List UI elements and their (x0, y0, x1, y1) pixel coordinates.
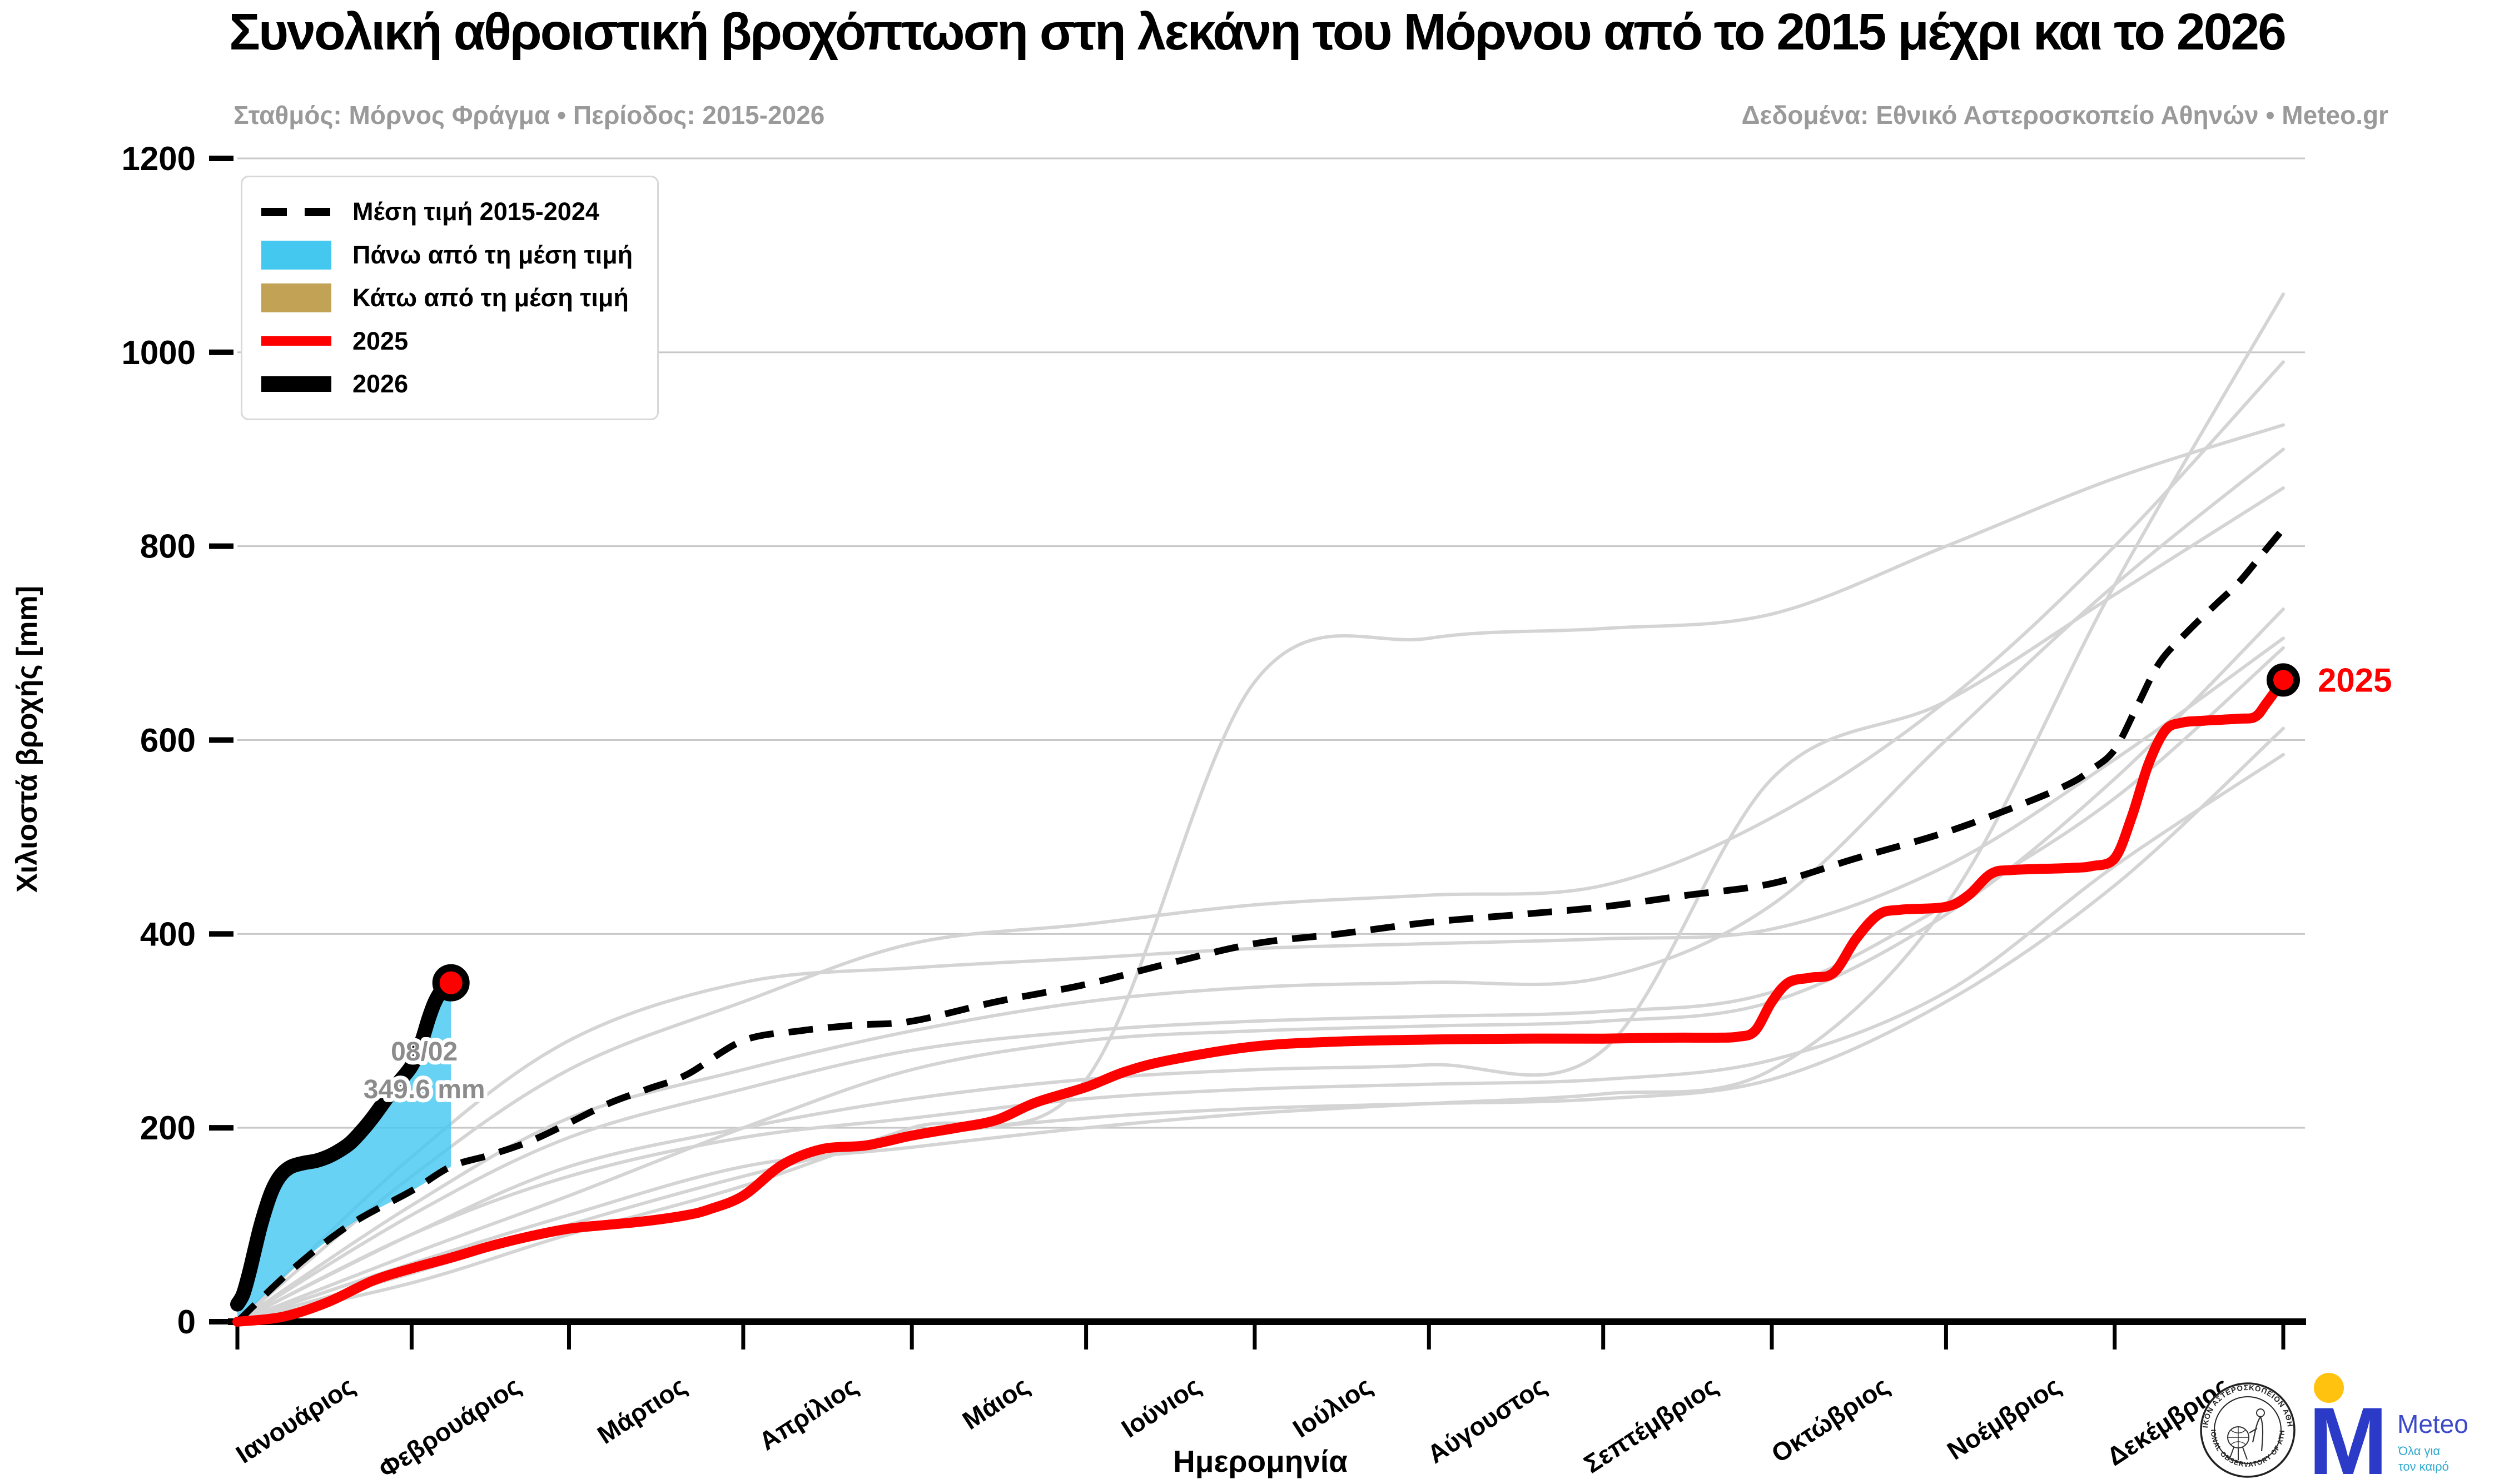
marker-2025-end (2267, 663, 2300, 697)
legend-label: Πάνω από τη μέση τιμή (352, 240, 633, 269)
x-axis-title: Ημερομηνία (1173, 1444, 1348, 1478)
meteo-logo: M Meteo Όλα για τον καιρό (2308, 1373, 2468, 1484)
legend-swatch-fill (261, 283, 331, 312)
past-year-line-4 (236, 447, 2285, 1323)
x-month-label: Ιανουάριος (231, 1371, 360, 1469)
x-tick (2281, 1322, 2286, 1349)
annotation-line-1: 08/02 (391, 1037, 458, 1067)
seal-globe-lines (2228, 1427, 2249, 1448)
y-tick-label: 400 (140, 915, 196, 953)
y-tick-label: 1000 (122, 334, 196, 371)
meteo-m-monogram: M (2308, 1388, 2388, 1484)
legend-swatch-shape (261, 283, 331, 312)
past-year-line-1 (236, 292, 2285, 1323)
y-tick-label: 0 (177, 1303, 196, 1341)
legend-label: Μέση τιμή 2015-2024 (352, 197, 599, 226)
legend-label: 2025 (352, 326, 409, 355)
legend-swatch-line (261, 336, 331, 346)
meteo-wordmark: Meteo (2397, 1410, 2468, 1438)
past-year-line-3 (236, 423, 2285, 1323)
x-tick (1601, 1322, 1606, 1349)
seal-figure-body (2249, 1416, 2264, 1452)
line-2026 (230, 975, 459, 1312)
legend-swatch-shape (261, 207, 331, 216)
x-month-label: Απρίλιος (754, 1371, 863, 1456)
annotation-line-2: 349.6 mm (364, 1075, 485, 1104)
x-tick (235, 1322, 240, 1349)
meteo-tagline-1: Όλα για (2398, 1444, 2440, 1458)
y-tick-label: 600 (140, 722, 196, 759)
x-tick (567, 1322, 571, 1349)
x-tick (910, 1322, 914, 1349)
x-month-label: Αύγουστος (1422, 1371, 1551, 1469)
x-month-label: Μάιος (957, 1371, 1035, 1435)
x-tick (741, 1322, 746, 1349)
x-tick (1253, 1322, 1257, 1349)
subtitle-station-period: Σταθμός: Μόρνος Φράγμα • Περίοδος: 2015-… (233, 101, 825, 130)
x-axis-spine (228, 1318, 2306, 1325)
y-tick (209, 1125, 233, 1131)
end-label-2025: 2025 (2318, 661, 2392, 699)
x-tick (1944, 1322, 1948, 1349)
y-tick (209, 349, 233, 355)
legend-item-5: 2026 (261, 366, 638, 402)
legend-swatch-shape (261, 240, 331, 270)
x-month-label: Οκτώβριος (1766, 1371, 1894, 1468)
legend-label: Κάτω από τη μέση τιμή (352, 283, 629, 312)
legend-label: 2026 (352, 370, 409, 398)
past-year-line-10 (236, 753, 2285, 1323)
y-tick (209, 931, 233, 937)
y-tick (209, 156, 233, 161)
x-month-label: Φεβρουάριος (374, 1371, 526, 1484)
x-month-label: Ιούλιος (1288, 1371, 1377, 1443)
legend-swatch-dashed (261, 207, 331, 216)
x-tick (1084, 1322, 1089, 1349)
legend-item-1: Μέση τιμή 2015-2024 (261, 194, 638, 230)
y-axis-title: Χιλιοστά βροχής [mm] (11, 586, 43, 893)
y-tick (209, 1319, 233, 1324)
legend-swatch-shape (261, 336, 331, 346)
y-tick-label: 800 (140, 528, 196, 565)
marker-2026-end (432, 964, 470, 1002)
past-year-line-5 (236, 486, 2285, 1323)
x-month-label: Ιούνιος (1116, 1371, 1206, 1443)
past-year-line-6 (236, 607, 2285, 1323)
x-month-label: Μάρτιος (592, 1371, 692, 1450)
meteo-sun-icon (2314, 1373, 2344, 1403)
x-tick (2113, 1322, 2117, 1349)
y-tick-label: 200 (140, 1109, 196, 1147)
legend-item-3: Κάτω από τη μέση τιμή (261, 280, 638, 316)
legend-item-2: Πάνω από τη μέση τιμή (261, 237, 638, 273)
x-tick (409, 1322, 414, 1349)
y-tick (209, 543, 233, 549)
x-tick (1427, 1322, 1431, 1349)
legend-item-4: 2025 (261, 323, 638, 359)
meteo-tagline-2: τον καιρό (2398, 1460, 2449, 1473)
legend-swatch-fill (261, 240, 331, 270)
legend-swatch-line (261, 376, 331, 392)
y-tick (209, 737, 233, 743)
y-tick-label: 1200 (122, 140, 196, 177)
x-month-label: Σεπτέμβριος (1578, 1371, 1722, 1479)
past-year-line-2 (236, 360, 2285, 1323)
legend: Μέση τιμή 2015-2024 Πάνω από τη μέση τιμή… (241, 176, 659, 420)
page-title: Συνολική αθροιστική βροχόπτωση στη λεκάν… (229, 3, 2287, 61)
legend-swatch-shape (261, 376, 331, 392)
seal-globe-stand (2229, 1447, 2248, 1460)
line-2025 (232, 675, 2288, 1327)
seal-inner-ring (2214, 1396, 2282, 1464)
mean-line (235, 526, 2286, 1324)
x-month-label: Νοέμβριος (1942, 1371, 2066, 1466)
x-tick (1770, 1322, 1774, 1349)
past-year-line-7 (236, 636, 2285, 1323)
subtitle-data-source: Δεδομένα: Εθνικό Αστεροσκοπείο Αθηνών • … (1741, 101, 2388, 130)
